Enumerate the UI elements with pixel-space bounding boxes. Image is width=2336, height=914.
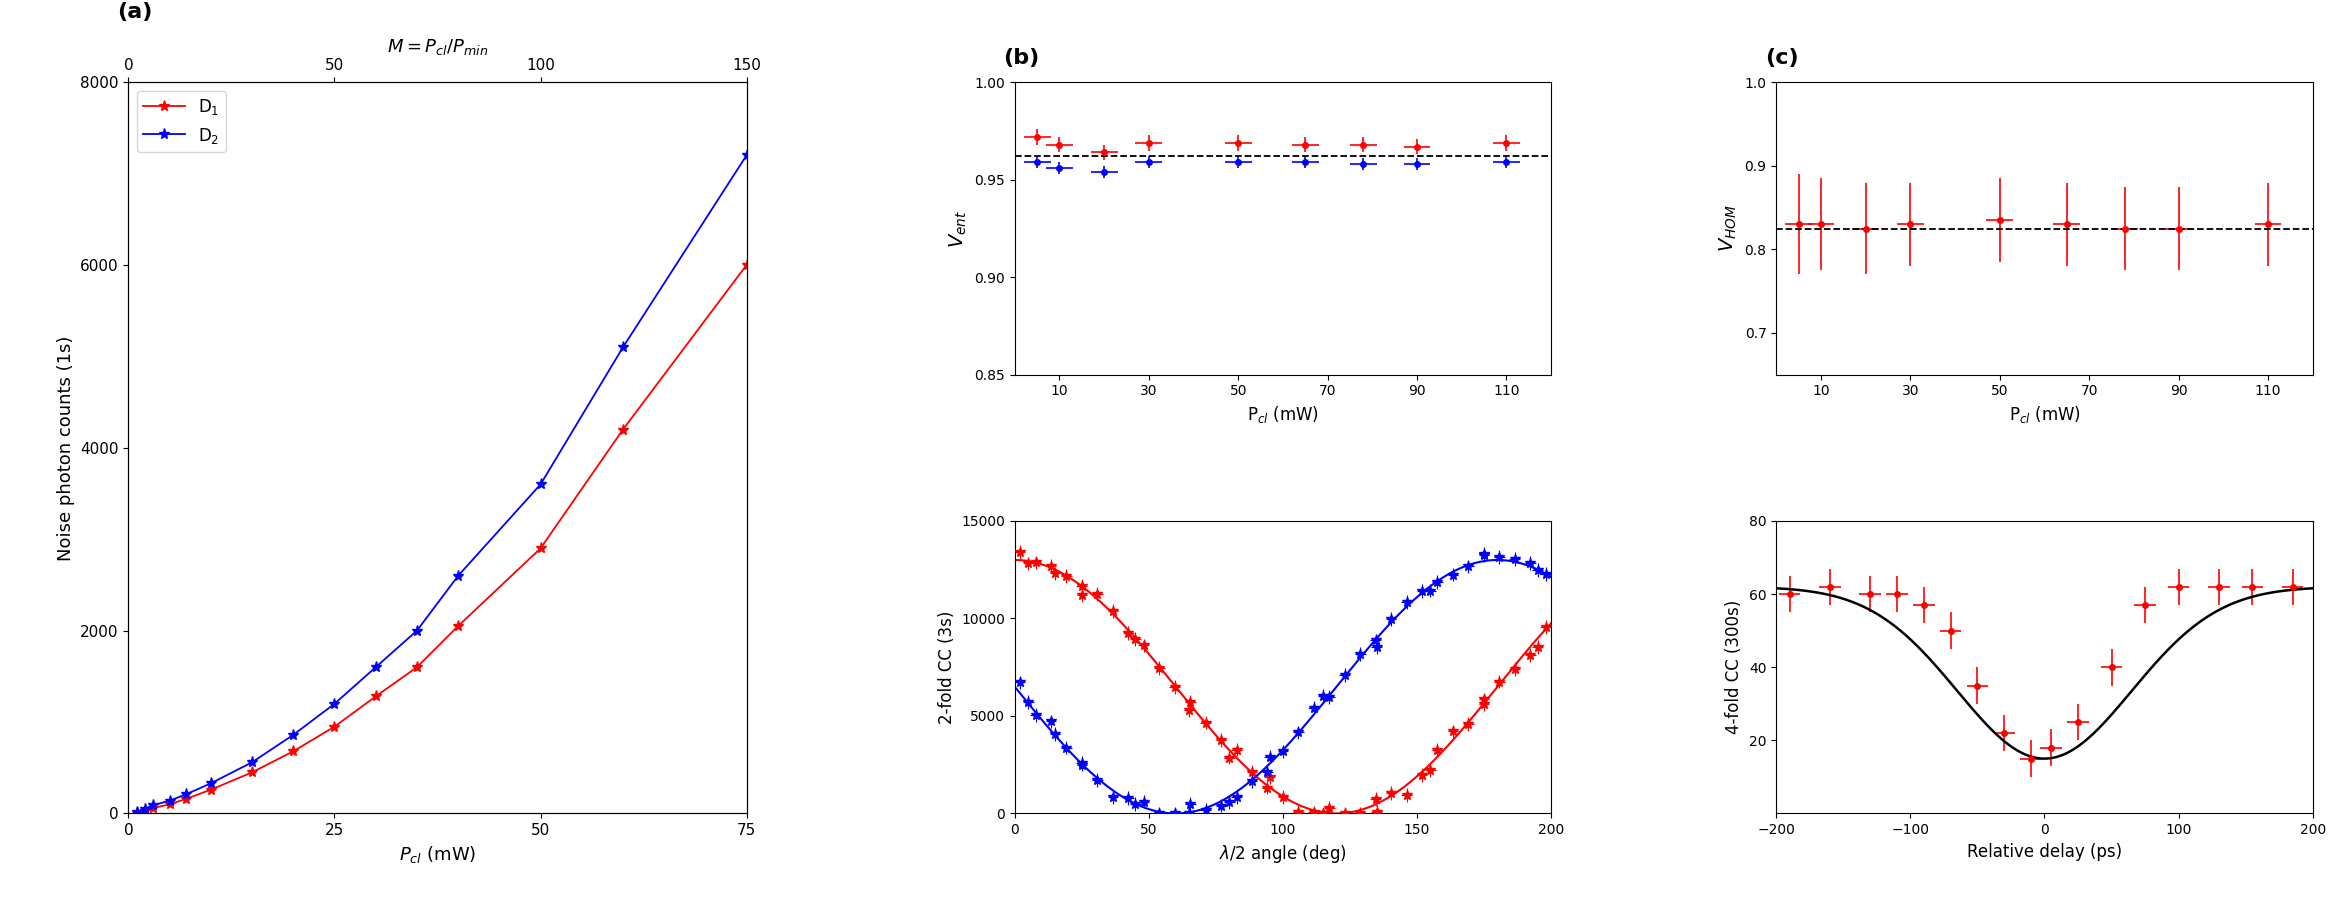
Legend: D$_1$, D$_2$: D$_1$, D$_2$ <box>138 90 227 153</box>
D$_2$ <box>362 662 390 673</box>
D$_1$ <box>526 543 554 554</box>
D$_2$ <box>157 795 185 806</box>
D$_1$ <box>140 802 168 813</box>
D$_2$ <box>238 757 266 768</box>
D$_2$ <box>196 778 224 789</box>
D$_1$ <box>362 691 390 702</box>
D$_1$ <box>610 424 638 435</box>
D$_1$ <box>402 662 430 673</box>
D$_2$ <box>131 803 159 814</box>
Line: D$_1$: D$_1$ <box>131 260 752 818</box>
D$_2$ <box>610 342 638 353</box>
X-axis label: $P_{cl}$ (mW): $P_{cl}$ (mW) <box>399 844 477 865</box>
Text: (b): (b) <box>1002 48 1040 68</box>
D$_2$ <box>280 729 308 740</box>
D$_1$ <box>280 746 308 757</box>
D$_1$ <box>196 784 224 795</box>
D$_1$ <box>734 260 762 271</box>
Text: (c): (c) <box>1764 48 1799 68</box>
D$_1$ <box>124 807 152 818</box>
D$_2$ <box>320 698 348 709</box>
D$_2$ <box>402 625 430 636</box>
Y-axis label: Noise photon counts (1s): Noise photon counts (1s) <box>56 335 75 560</box>
D$_2$ <box>734 150 762 161</box>
D$_1$ <box>157 799 185 810</box>
D$_2$ <box>140 800 168 811</box>
D$_2$ <box>444 570 472 581</box>
D$_2$ <box>173 789 201 800</box>
X-axis label: $\lambda/2$ angle (deg): $\lambda/2$ angle (deg) <box>1219 843 1348 865</box>
D$_2$ <box>526 479 554 490</box>
X-axis label: P$_{cl}$ (mW): P$_{cl}$ (mW) <box>2009 404 2081 425</box>
D$_1$ <box>173 793 201 804</box>
Line: D$_2$: D$_2$ <box>131 150 752 817</box>
X-axis label: $M = P_{cl}/P_{min}$: $M = P_{cl}/P_{min}$ <box>388 37 488 57</box>
Y-axis label: $V_{HOM}$: $V_{HOM}$ <box>1717 205 1738 252</box>
D$_1$ <box>320 721 348 732</box>
D$_2$ <box>124 806 152 817</box>
D$_1$ <box>131 805 159 816</box>
D$_1$ <box>444 621 472 632</box>
Y-axis label: 2-fold CC (3s): 2-fold CC (3s) <box>937 611 955 724</box>
Y-axis label: 4-fold CC (300s): 4-fold CC (300s) <box>1726 600 1743 734</box>
D$_1$ <box>238 767 266 778</box>
Text: (a): (a) <box>117 2 152 22</box>
X-axis label: P$_{cl}$ (mW): P$_{cl}$ (mW) <box>1247 404 1320 425</box>
X-axis label: Relative delay (ps): Relative delay (ps) <box>1967 843 2121 861</box>
Y-axis label: $V_{ent}$: $V_{ent}$ <box>948 209 969 248</box>
